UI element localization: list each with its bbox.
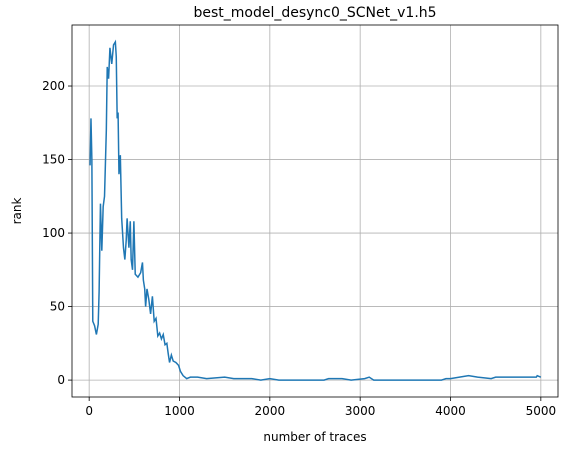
y-tick-label: 50	[50, 300, 65, 314]
x-tick-label: 5000	[526, 404, 557, 418]
y-tick-label: 100	[42, 226, 65, 240]
x-tick-label: 0	[85, 404, 93, 418]
x-axis-label: number of traces	[263, 430, 366, 444]
plot-frame	[71, 24, 559, 398]
x-tick-label: 4000	[435, 404, 466, 418]
y-tick-label: 0	[57, 373, 65, 387]
y-axis-label: rank	[10, 198, 24, 225]
x-tick-label: 1000	[164, 404, 195, 418]
y-tick-label: 150	[42, 153, 65, 167]
y-tick-label: 200	[42, 79, 65, 93]
data-line	[89, 39, 542, 381]
x-tick-label: 2000	[255, 404, 286, 418]
chart-title: best_model_desync0_SCNet_v1.h5	[193, 5, 436, 21]
x-tick-label: 3000	[345, 404, 376, 418]
